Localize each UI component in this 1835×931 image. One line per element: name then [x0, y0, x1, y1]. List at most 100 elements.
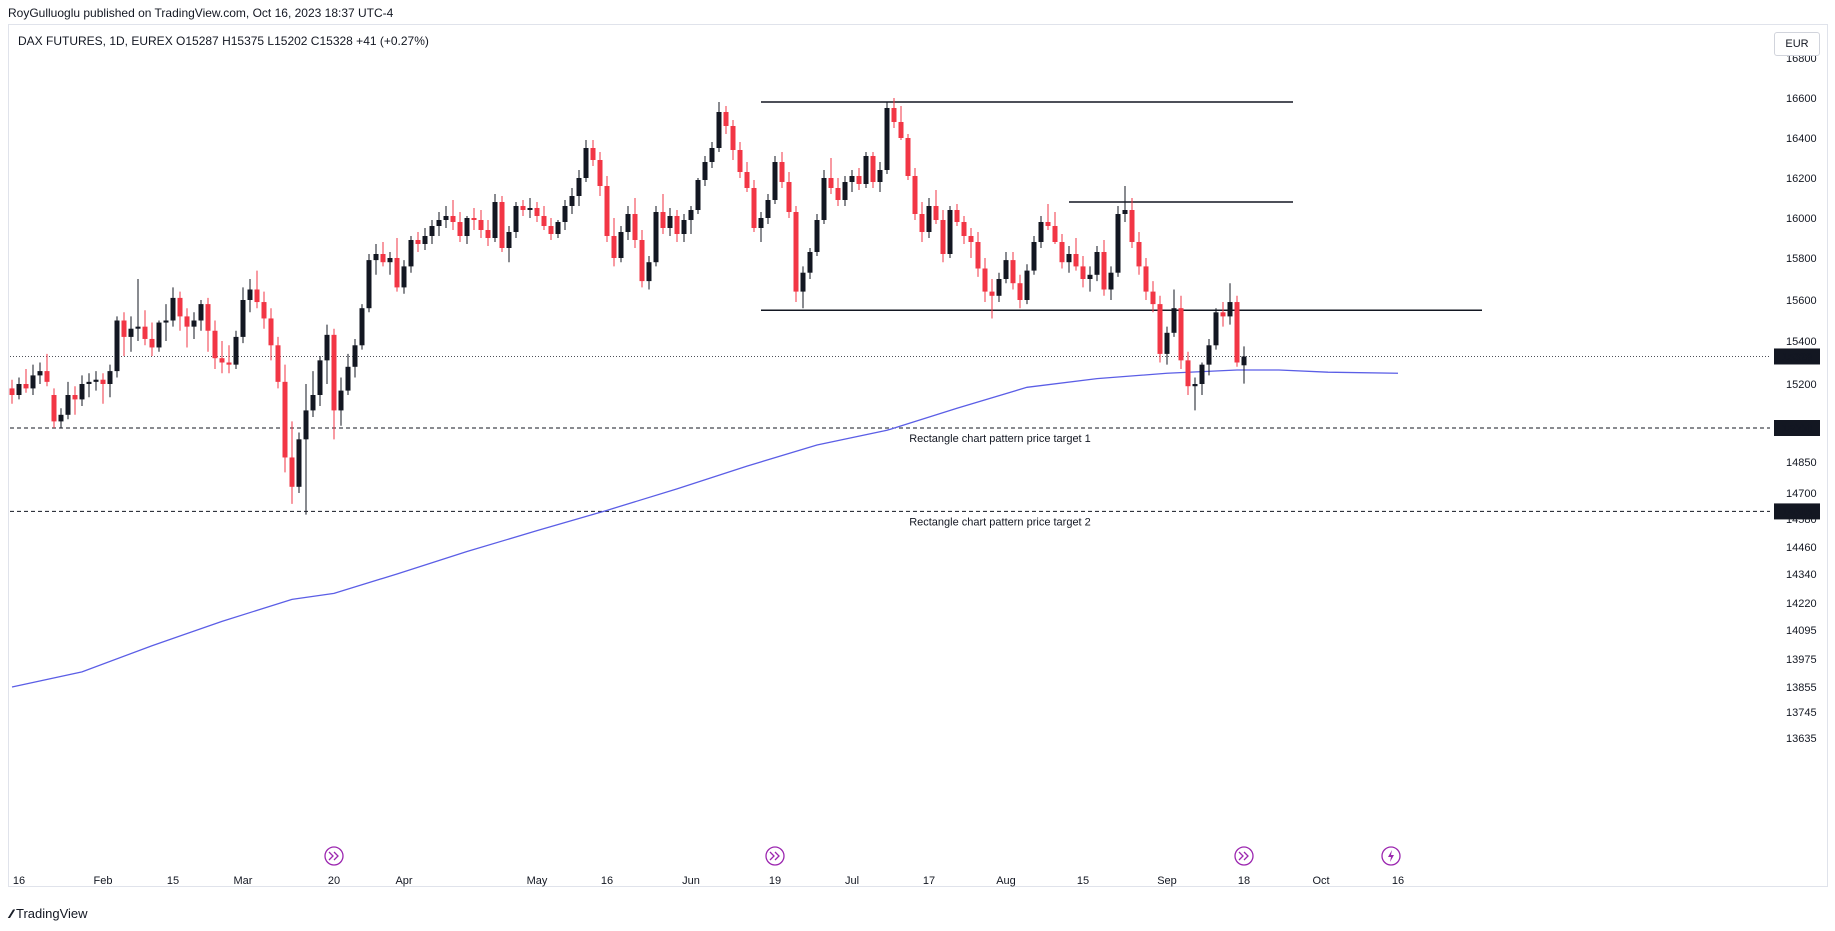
target-2-price-text: 14615 — [1782, 506, 1813, 518]
candle-body — [1157, 304, 1163, 354]
x-tick-label: Jul — [845, 875, 859, 887]
candle-body — [688, 210, 694, 220]
y-tick-label: 16400 — [1786, 133, 1817, 145]
candle-body — [786, 182, 792, 212]
candle-body — [86, 381, 92, 384]
candle-body — [422, 236, 428, 244]
candle-body — [646, 262, 652, 282]
candle-body — [366, 260, 372, 309]
candle-body — [408, 240, 414, 267]
candle-body — [72, 395, 78, 400]
x-tick-label: Feb — [94, 875, 113, 887]
candle-body — [1122, 210, 1128, 214]
x-tick-label: Aug — [996, 875, 1016, 887]
candle-body — [254, 289, 260, 303]
candle-body — [870, 156, 876, 182]
y-tick-label: 15200 — [1786, 379, 1817, 391]
x-tick-label: 17 — [923, 875, 935, 887]
candle-body — [968, 236, 974, 242]
x-tick-label: Jun — [682, 875, 700, 887]
candle-body — [317, 360, 323, 395]
candle-body — [464, 218, 470, 236]
y-tick-label: 16600 — [1786, 93, 1817, 105]
candle-body — [989, 291, 995, 296]
candle-body — [835, 188, 841, 200]
candle-body — [1234, 302, 1240, 363]
y-tick-label: 14220 — [1786, 598, 1817, 610]
candle-body — [1080, 266, 1086, 279]
candle-body — [128, 328, 134, 337]
candle-body — [891, 108, 897, 122]
candle-body — [233, 336, 239, 365]
candle-body — [625, 214, 631, 232]
x-tick-label: Apr — [395, 875, 412, 887]
candle-body — [562, 206, 568, 222]
candle-body — [415, 240, 421, 244]
x-tick-label: 16 — [1392, 875, 1404, 887]
candle-body — [37, 371, 43, 376]
candle-body — [289, 457, 295, 487]
candle-body — [471, 218, 477, 220]
candle-body — [380, 254, 386, 263]
candle-body — [65, 395, 71, 415]
candle-body — [394, 258, 400, 288]
candle-body — [1101, 252, 1107, 290]
candle-body — [58, 414, 64, 422]
candle-body — [247, 289, 253, 300]
candle-body — [261, 302, 267, 319]
candle-body — [604, 186, 610, 236]
target-2-price-badge — [1774, 503, 1820, 520]
candle-body — [156, 322, 162, 348]
candle-body — [499, 202, 505, 248]
y-tick-label: 14340 — [1786, 569, 1817, 581]
target-1-price-badge — [1774, 420, 1820, 436]
candle-body — [912, 176, 918, 214]
candle-body — [996, 279, 1002, 296]
moving-average-line — [11, 369, 1399, 688]
x-tick-label: 20 — [328, 875, 340, 887]
x-tick-label: 16 — [13, 875, 25, 887]
candle-body — [177, 297, 183, 317]
candle-body — [884, 108, 890, 170]
candle-body — [1073, 254, 1079, 267]
candle-body — [527, 208, 533, 210]
candle-body — [772, 162, 778, 200]
candle-body — [457, 222, 463, 236]
y-tick-label: 14700 — [1786, 488, 1817, 500]
candle-body — [1185, 360, 1191, 387]
candle-body — [1129, 210, 1135, 242]
candle-body — [842, 182, 848, 200]
candle-body — [723, 112, 729, 126]
candle-body — [632, 214, 638, 240]
candle-body — [1136, 242, 1142, 267]
chart-frame — [8, 24, 1828, 887]
currency-button[interactable]: EUR — [1774, 32, 1820, 56]
candle-body — [1010, 260, 1016, 284]
tradingview-logo-icon: ⁄⁄ — [10, 906, 13, 921]
candle-body — [331, 334, 337, 411]
candle-body — [44, 371, 50, 382]
candle-body — [1045, 222, 1051, 226]
candle-body — [751, 188, 757, 228]
candle-body — [142, 326, 148, 339]
candle-body — [443, 216, 449, 220]
candle-body — [282, 381, 288, 458]
candle-body — [387, 258, 393, 263]
candle-body — [716, 112, 722, 148]
tradingview-brand: ⁄⁄ TradingView — [10, 906, 88, 921]
x-tick-label: Oct — [1312, 875, 1329, 887]
candle-body — [1031, 242, 1037, 271]
candle-body — [828, 178, 834, 188]
candle-body — [205, 304, 211, 331]
candle-body — [513, 206, 519, 232]
candle-body — [940, 220, 946, 254]
y-tick-label: 14850 — [1786, 457, 1817, 469]
candle-body — [1213, 312, 1219, 346]
candle-body — [1052, 226, 1058, 242]
candle-body — [198, 304, 204, 321]
candle-body — [226, 362, 232, 365]
candle-body — [590, 148, 596, 160]
tradingview-brand-label: TradingView — [16, 906, 88, 921]
fast-forward-icon — [1234, 846, 1254, 866]
